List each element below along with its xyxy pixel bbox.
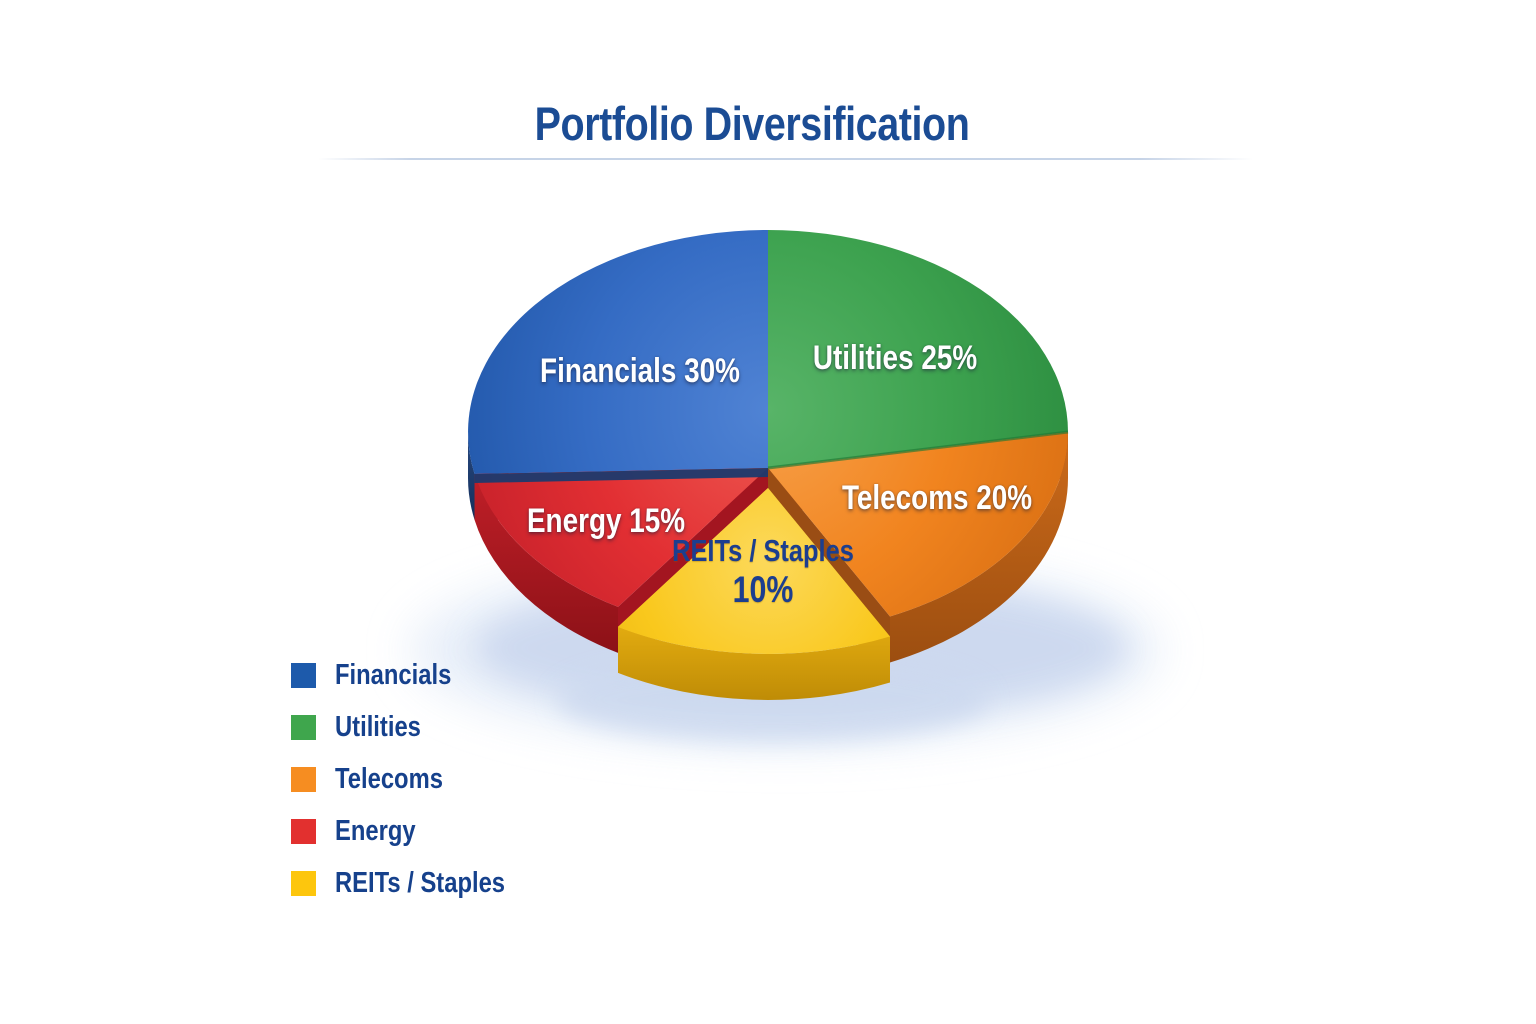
legend-item-telecoms: Telecoms	[291, 763, 542, 795]
slice-label-text: REITs / Staples	[672, 532, 854, 568]
slice-label-text: Energy 15%	[526, 501, 686, 540]
slice-label-telecoms: Telecoms 20%	[842, 479, 1032, 517]
legend-swatch-financials	[291, 663, 316, 688]
seam-financials-energy	[474, 468, 768, 483]
pie-slice-reits-staples-top	[618, 488, 890, 654]
pie-slice-reits-staples	[618, 488, 890, 700]
legend-label: Utilities	[335, 711, 421, 743]
pie-slice-energy-side	[474, 474, 618, 653]
slice-label-percent: 10%	[732, 568, 794, 610]
chart-legend: Financials Utilities Telecoms Energy REITs /…	[291, 659, 542, 923]
pie-slice-energy-top	[474, 468, 768, 607]
legend-label: REITs / Staples	[335, 867, 506, 899]
legend-label: Telecoms	[335, 763, 443, 795]
legend-swatch-reits-staples	[291, 871, 316, 896]
legend-swatch-utilities	[291, 715, 316, 740]
pie-slice-utilities-top	[768, 230, 1068, 468]
legend-swatch-energy	[291, 819, 316, 844]
pie-slice-telecoms-top	[768, 432, 1068, 617]
slice-label-energy: Energy 15%	[527, 502, 685, 540]
slice-label-text: Financials 30%	[540, 351, 740, 390]
legend-item-reits-staples: REITs / Staples	[291, 867, 542, 899]
slice-label-utilities: Utilities 25%	[813, 339, 977, 377]
pie-slice-reits-staples-side	[618, 626, 890, 700]
chart-title: Portfolio Diversification	[534, 97, 970, 150]
legend-item-energy: Energy	[291, 815, 542, 847]
pie-slice-financials-top	[468, 230, 768, 474]
legend-label: Financials	[335, 659, 452, 691]
pie-slice-telecoms-side	[890, 432, 1068, 663]
title-divider	[318, 158, 1253, 160]
seam-utilities-telecoms	[767, 430, 1069, 470]
slice-label-reits-staples: REITs / Staples 10%	[672, 532, 854, 610]
legend-label: Energy	[335, 815, 416, 847]
legend-item-utilities: Utilities	[291, 711, 542, 743]
pie-slice-financials-side	[468, 432, 475, 520]
slice-label-financials: Financials 30%	[540, 352, 740, 390]
legend-swatch-telecoms	[291, 767, 316, 792]
slice-label-text: Telecoms 20%	[841, 478, 1033, 517]
legend-item-financials: Financials	[291, 659, 542, 691]
slice-label-text: Utilities 25%	[812, 338, 978, 377]
